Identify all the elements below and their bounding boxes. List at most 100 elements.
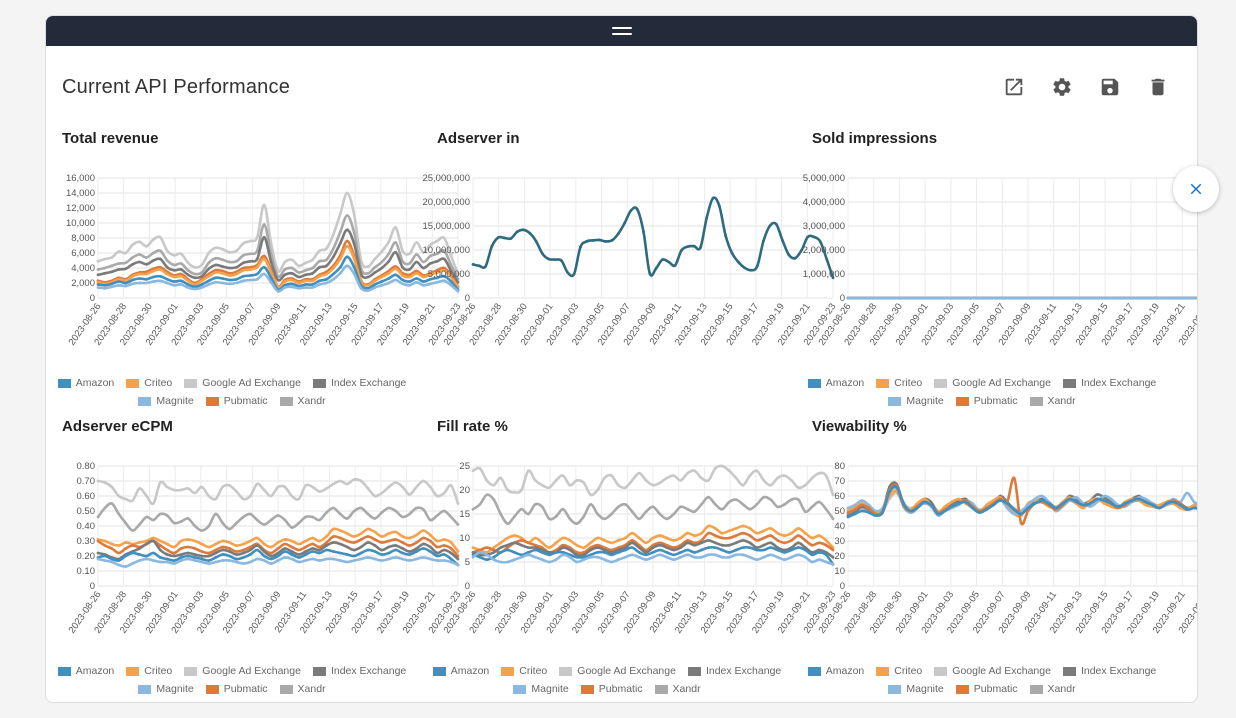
y-tick-label: 25,000,000 xyxy=(422,173,470,184)
data-point xyxy=(1165,502,1168,505)
legend-item[interactable]: Pubmatic xyxy=(580,683,643,695)
data-point xyxy=(1095,497,1099,501)
data-point xyxy=(435,554,439,558)
legend-label: Criteo xyxy=(144,665,173,677)
data-point xyxy=(635,207,639,211)
data-point xyxy=(506,548,509,552)
data-point xyxy=(776,555,779,559)
data-point xyxy=(248,278,252,282)
data-point xyxy=(561,551,565,554)
data-point xyxy=(589,493,593,497)
data-point xyxy=(248,548,252,552)
data-point xyxy=(338,542,342,546)
settings-button[interactable] xyxy=(1049,74,1075,100)
data-point xyxy=(145,557,148,561)
data-point xyxy=(713,503,717,506)
legend-item[interactable]: Amazon xyxy=(57,377,114,389)
data-point xyxy=(110,542,114,546)
legend-item[interactable]: Pubmatic xyxy=(205,395,268,407)
legend-item[interactable]: Xandr xyxy=(1029,395,1076,407)
legend-item[interactable]: Magnite xyxy=(138,683,194,695)
legend-item[interactable]: Index Exchange xyxy=(687,665,781,677)
data-point xyxy=(471,555,475,559)
data-point xyxy=(297,548,301,552)
legend-item[interactable]: Magnite xyxy=(513,683,569,695)
data-point xyxy=(380,541,384,544)
legend-item[interactable]: Criteo xyxy=(126,377,172,389)
legend-item[interactable]: Amazon xyxy=(807,377,864,389)
data-point xyxy=(1088,505,1092,508)
legend-item[interactable]: Amazon xyxy=(432,665,489,677)
data-point xyxy=(214,268,218,272)
legend-item[interactable]: Xandr xyxy=(1029,683,1076,695)
data-point xyxy=(575,522,579,525)
data-point xyxy=(485,553,489,557)
legend-item[interactable]: Google Ad Exchange xyxy=(184,377,301,389)
legend-item[interactable]: Amazon xyxy=(57,665,114,677)
data-point xyxy=(408,512,411,516)
legend-item[interactable]: Criteo xyxy=(126,665,172,677)
data-point xyxy=(1012,508,1016,511)
data-point xyxy=(96,259,100,263)
legend-item[interactable]: Index Exchange xyxy=(312,377,406,389)
data-point xyxy=(589,503,593,506)
data-point xyxy=(1192,296,1196,300)
legend-item[interactable]: Criteo xyxy=(876,665,922,677)
legend-item[interactable]: Magnite xyxy=(888,683,944,695)
y-tick-label: 5 xyxy=(465,557,470,568)
legend-item[interactable]: Xandr xyxy=(279,683,326,695)
legend-item[interactable]: Xandr xyxy=(279,395,326,407)
data-point xyxy=(158,257,162,261)
legend-item[interactable]: Index Exchange xyxy=(1062,377,1156,389)
legend-item[interactable]: Magnite xyxy=(888,395,944,407)
data-point xyxy=(449,280,453,283)
data-point xyxy=(707,524,710,528)
legend-item[interactable]: Xandr xyxy=(654,683,701,695)
data-point xyxy=(790,498,793,501)
data-point xyxy=(228,554,231,558)
data-point xyxy=(428,539,432,543)
delete-button[interactable] xyxy=(1145,74,1171,100)
legend-item[interactable]: Google Ad Exchange xyxy=(559,665,676,677)
drag-handle-icon[interactable] xyxy=(611,27,632,35)
close-button[interactable] xyxy=(1173,166,1219,212)
data-point xyxy=(748,546,752,549)
legend-item[interactable]: Criteo xyxy=(876,377,922,389)
data-point xyxy=(579,245,582,249)
data-point xyxy=(456,563,460,567)
legend-item[interactable]: Pubmatic xyxy=(955,683,1018,695)
legend-swatch xyxy=(205,396,219,406)
legend-item[interactable]: Google Ad Exchange xyxy=(934,377,1051,389)
data-point xyxy=(527,551,530,554)
data-point xyxy=(547,257,551,261)
legend-item[interactable]: Pubmatic xyxy=(205,683,268,695)
data-point xyxy=(373,279,377,283)
legend-item[interactable]: Google Ad Exchange xyxy=(184,665,301,677)
data-point xyxy=(138,541,141,544)
data-point xyxy=(1158,503,1161,507)
open-external-button[interactable] xyxy=(1001,74,1027,100)
legend-item[interactable]: Criteo xyxy=(501,665,547,677)
legend-item[interactable]: Index Exchange xyxy=(312,665,406,677)
legend-swatch xyxy=(955,396,969,406)
legend-item[interactable]: Magnite xyxy=(138,395,194,407)
data-point xyxy=(603,517,606,521)
legend-swatch xyxy=(279,396,293,406)
data-point xyxy=(824,560,828,564)
data-point xyxy=(651,555,655,559)
legend-item[interactable]: Google Ad Exchange xyxy=(934,665,1051,677)
legend-item[interactable]: Amazon xyxy=(807,665,864,677)
data-point xyxy=(435,545,439,549)
data-point xyxy=(152,269,155,273)
data-point xyxy=(124,521,128,525)
data-point xyxy=(311,515,314,519)
legend-item[interactable]: Index Exchange xyxy=(1062,665,1156,677)
data-point xyxy=(929,503,933,507)
legend-label: Criteo xyxy=(894,377,923,389)
data-point xyxy=(193,553,197,556)
data-point xyxy=(387,485,391,489)
legend-item[interactable]: Pubmatic xyxy=(955,395,1018,407)
data-point xyxy=(776,531,779,535)
save-button[interactable] xyxy=(1097,74,1123,100)
drag-handle-bar[interactable] xyxy=(46,16,1197,46)
